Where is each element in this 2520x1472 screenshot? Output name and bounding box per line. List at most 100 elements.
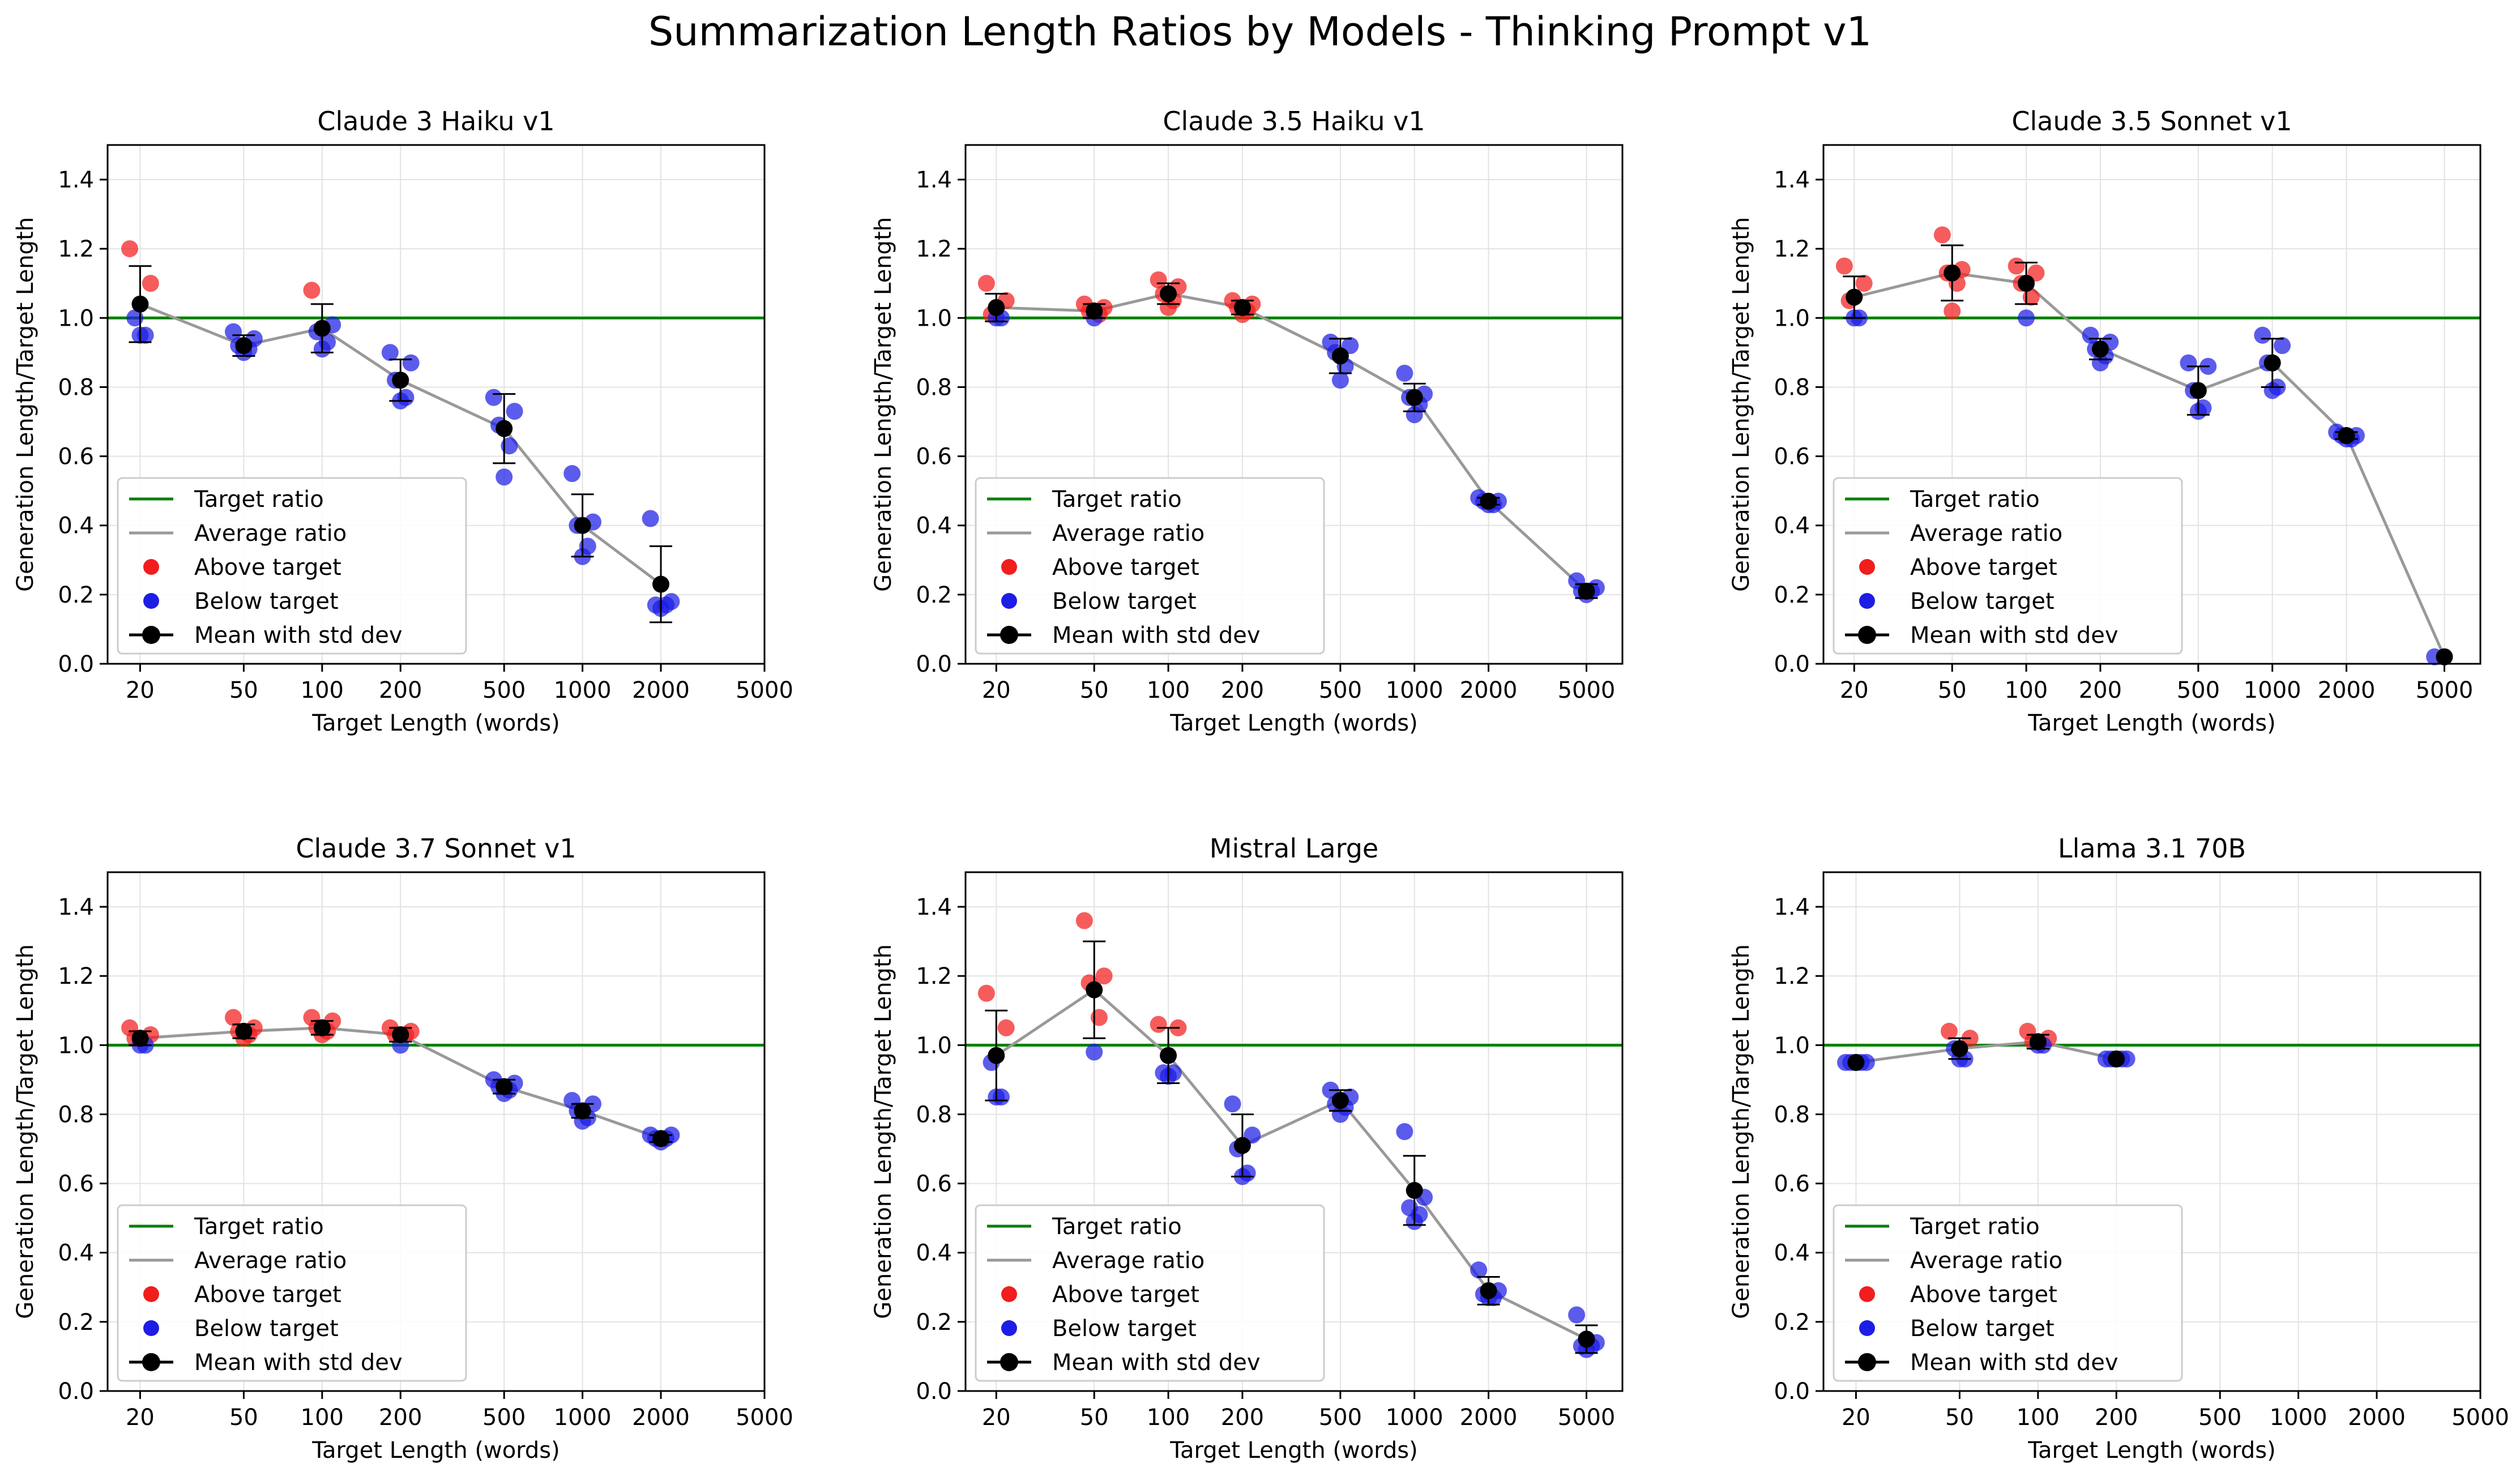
mean-point [652,575,670,593]
above-target-point [303,281,321,299]
y-tick-label: 0.0 [1774,1379,1810,1405]
legend-label: Mean with std dev [1910,1350,2118,1376]
legend: Target ratio Average ratio Above target Bel… [117,1204,467,1382]
mean-point [1160,285,1177,302]
legend-label: Target ratio [194,1214,324,1240]
y-tick-label: 0.2 [58,1309,94,1336]
legend-below-marker [1001,593,1017,609]
plot-frame [964,871,1624,1392]
mean-point [988,299,1005,317]
x-tick-label: 2000 [632,677,690,703]
mean-point [1406,389,1423,406]
legend-label: Above target [194,1282,341,1308]
x-tick-label: 2000 [1460,1405,1518,1431]
x-tick-label: 500 [1319,677,1362,703]
figure-title: Summarization Length Ratios by Models - … [648,8,1872,55]
mean-point [1086,981,1103,999]
y-tick-label: 0.8 [58,374,94,400]
y-tick-label: 0.4 [58,1240,94,1266]
y-tick-label: 0.4 [58,513,94,539]
legend-below-marker [143,1320,159,1336]
plot-frame [106,871,766,1392]
y-tick-label: 1.4 [916,167,952,193]
mean-point [1578,582,1595,600]
subplot-4: 20 50 100 200 500 1000 2000 5000 0.0 0.2 0.4 0.6 0.8… [12,833,793,1464]
legend-mean-marker [1858,1353,1876,1371]
below-target-point [485,389,502,406]
y-tick-label: 0.6 [916,1171,952,1197]
y-tick-label: 0.8 [916,374,952,400]
above-target-point [121,240,139,258]
y-axis-label: Generation Length/Target Length [870,944,896,1319]
legend-label: Below target [1052,588,1197,615]
below-target-point [2018,309,2035,327]
legend-box [1833,477,2183,655]
x-tick-label: 50 [1938,677,1967,703]
x-tick-label: 200 [1221,677,1264,703]
y-tick-label: 0.6 [58,1171,94,1197]
legend-label: Average ratio [1910,520,2062,547]
y-tick-label: 0.2 [916,1309,952,1336]
y-tick-label: 0.2 [1774,582,1810,608]
x-tick-label: 100 [1147,677,1190,703]
x-tick-label: 1000 [554,1405,612,1431]
y-tick-label: 0.6 [58,444,94,470]
legend-label: Mean with std dev [1910,622,2118,648]
subplot-title: Claude 3 Haiku v1 [317,106,554,136]
y-axis-label: Generation Length/Target Length [12,944,39,1319]
subplot-6: 20 50 100 200 500 1000 2000 5000 0.0 0.2 0.4 0.6 0.8… [1728,833,2509,1464]
x-tick-label: 20 [126,677,155,703]
plot-frame [1822,871,2481,1392]
x-tick-label: 50 [229,1405,258,1431]
y-tick-label: 1.4 [1774,894,1810,920]
above-target-point [997,1019,1015,1036]
below-target-point [1224,1095,1241,1113]
mean-point [574,1102,591,1120]
mean-point [392,1026,409,1044]
mean-point [1951,1040,1968,1057]
x-tick-label: 20 [126,1405,155,1431]
mean-point [1480,492,1497,510]
x-tick-label: 20 [982,1405,1011,1431]
x-axis-label: Target Length (words) [1169,1437,1418,1464]
y-tick-label: 0.4 [1774,1240,1810,1266]
x-tick-label: 2000 [1460,677,1518,703]
legend-above-marker [1859,1286,1875,1302]
legend-below-marker [1859,593,1875,609]
below-target-point [126,309,144,327]
y-tick-label: 1.0 [1774,1032,1810,1059]
mean-point [2029,1033,2047,1051]
legend: Target ratio Average ratio Above target Bel… [117,477,467,655]
x-tick-label: 5000 [1558,677,1616,703]
legend: Target ratio Average ratio Above target Bel… [1833,1204,2183,1382]
x-tick-label: 5000 [1558,1405,1616,1431]
above-target-point [1150,1016,1167,1033]
above-target-point [1075,912,1093,929]
above-target-point [225,1009,242,1026]
mean-point [131,1030,149,1047]
mean-point [1480,1282,1497,1299]
below-target-point [2180,354,2197,372]
mean-point [131,295,149,313]
legend-label: Mean with std dev [194,1350,403,1376]
mean-point [574,517,591,534]
below-target-point [381,344,399,361]
y-tick-label: 0.6 [916,444,952,470]
above-target-point [1835,257,1853,275]
legend-label: Target ratio [1910,487,2040,513]
x-tick-label: 2000 [2348,1405,2406,1431]
y-tick-label: 0.2 [58,582,94,608]
legend-mean-marker [142,626,160,644]
legend-box [117,1204,467,1382]
legend-mean-marker [1000,1353,1018,1371]
x-tick-label: 100 [301,1405,344,1431]
mean-point [496,420,513,437]
y-tick-label: 0.0 [1774,651,1810,677]
y-tick-label: 0.4 [916,1240,952,1266]
mean-point [2018,275,2035,292]
below-target-point [506,403,523,420]
y-tick-label: 1.4 [58,894,94,920]
below-target-point [563,465,581,483]
x-tick-label: 50 [1945,1405,1974,1431]
legend-above-marker [143,1286,159,1302]
